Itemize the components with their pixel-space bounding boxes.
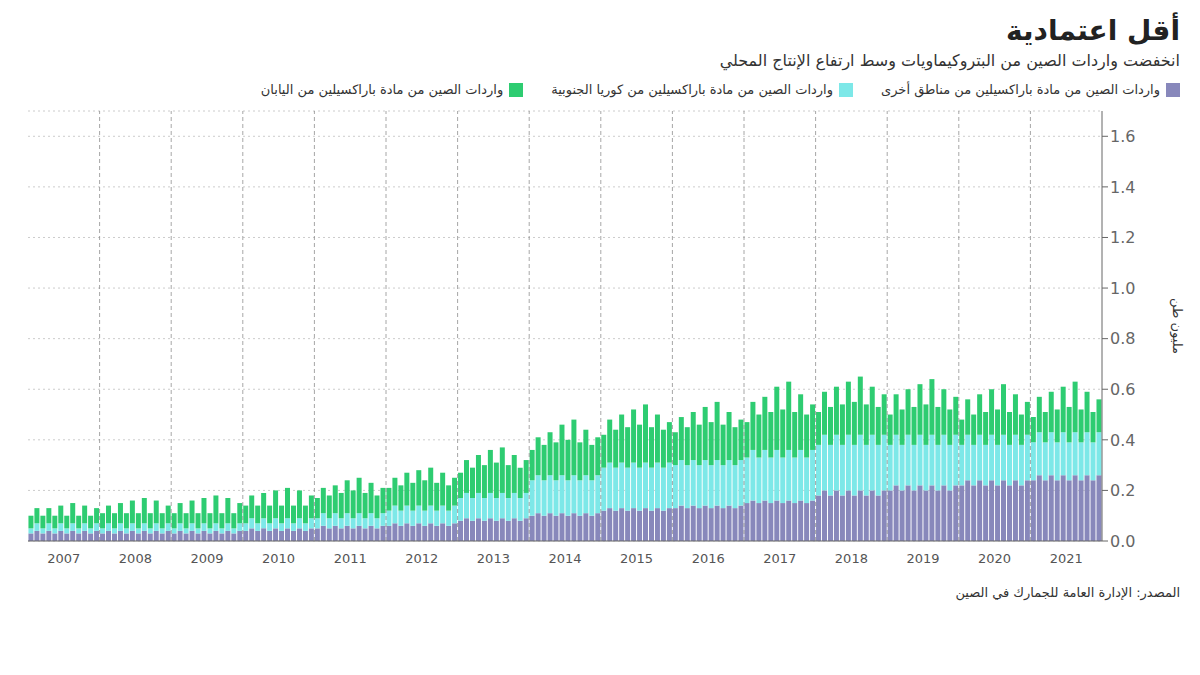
svg-text:2010: 2010 <box>262 551 295 566</box>
svg-text:مليون طن: مليون طن <box>1169 298 1185 354</box>
svg-text:2021: 2021 <box>1050 551 1083 566</box>
svg-text:0.6: 0.6 <box>1110 380 1135 399</box>
html-text:المصدر: الإدارة العامة للجمارك: المصدر: الإدارة العامة للجمارك في الصين <box>955 585 1180 600</box>
svg-text:2018: 2018 <box>835 551 868 566</box>
html-text:واردات الصين من مادة باراكسيلي: واردات الصين من مادة باراكسيلين من كوريا… <box>551 82 833 97</box>
svg-text:2011: 2011 <box>334 551 367 566</box>
svg-text:2012: 2012 <box>405 551 438 566</box>
html-text:انخفضت واردات الصين من البتروك: انخفضت واردات الصين من البتروكيماويات وس… <box>719 51 1180 70</box>
svg-text:1.0: 1.0 <box>1110 279 1135 298</box>
svg-text:0.0: 0.0 <box>1110 532 1135 551</box>
svg-text:0.4: 0.4 <box>1110 431 1135 450</box>
svg-text:0.2: 0.2 <box>1110 481 1135 500</box>
svg-text:2009: 2009 <box>190 551 223 566</box>
svg-text:2016: 2016 <box>692 551 725 566</box>
svg-text:2015: 2015 <box>620 551 653 566</box>
svg-text:2013: 2013 <box>477 551 510 566</box>
html-text:أقل اعتمادية: أقل اعتمادية <box>1006 14 1180 47</box>
html-text:واردات الصين من مادة باراكسيلي: واردات الصين من مادة باراكسيلين من مناطق… <box>881 82 1160 97</box>
html-text:واردات الصين من مادة باراكسيلي: واردات الصين من مادة باراكسيلين من الياب… <box>260 82 504 97</box>
svg-text:2014: 2014 <box>548 551 581 566</box>
svg-text:1.4: 1.4 <box>1110 178 1135 197</box>
svg-text:2008: 2008 <box>119 551 152 566</box>
svg-text:2017: 2017 <box>763 551 796 566</box>
svg-text:2007: 2007 <box>47 551 80 566</box>
svg-text:2020: 2020 <box>978 551 1011 566</box>
svg-text:0.8: 0.8 <box>1110 329 1135 348</box>
svg-text:1.2: 1.2 <box>1110 228 1135 247</box>
svg-text:2019: 2019 <box>906 551 939 566</box>
svg-text:1.6: 1.6 <box>1110 127 1135 146</box>
